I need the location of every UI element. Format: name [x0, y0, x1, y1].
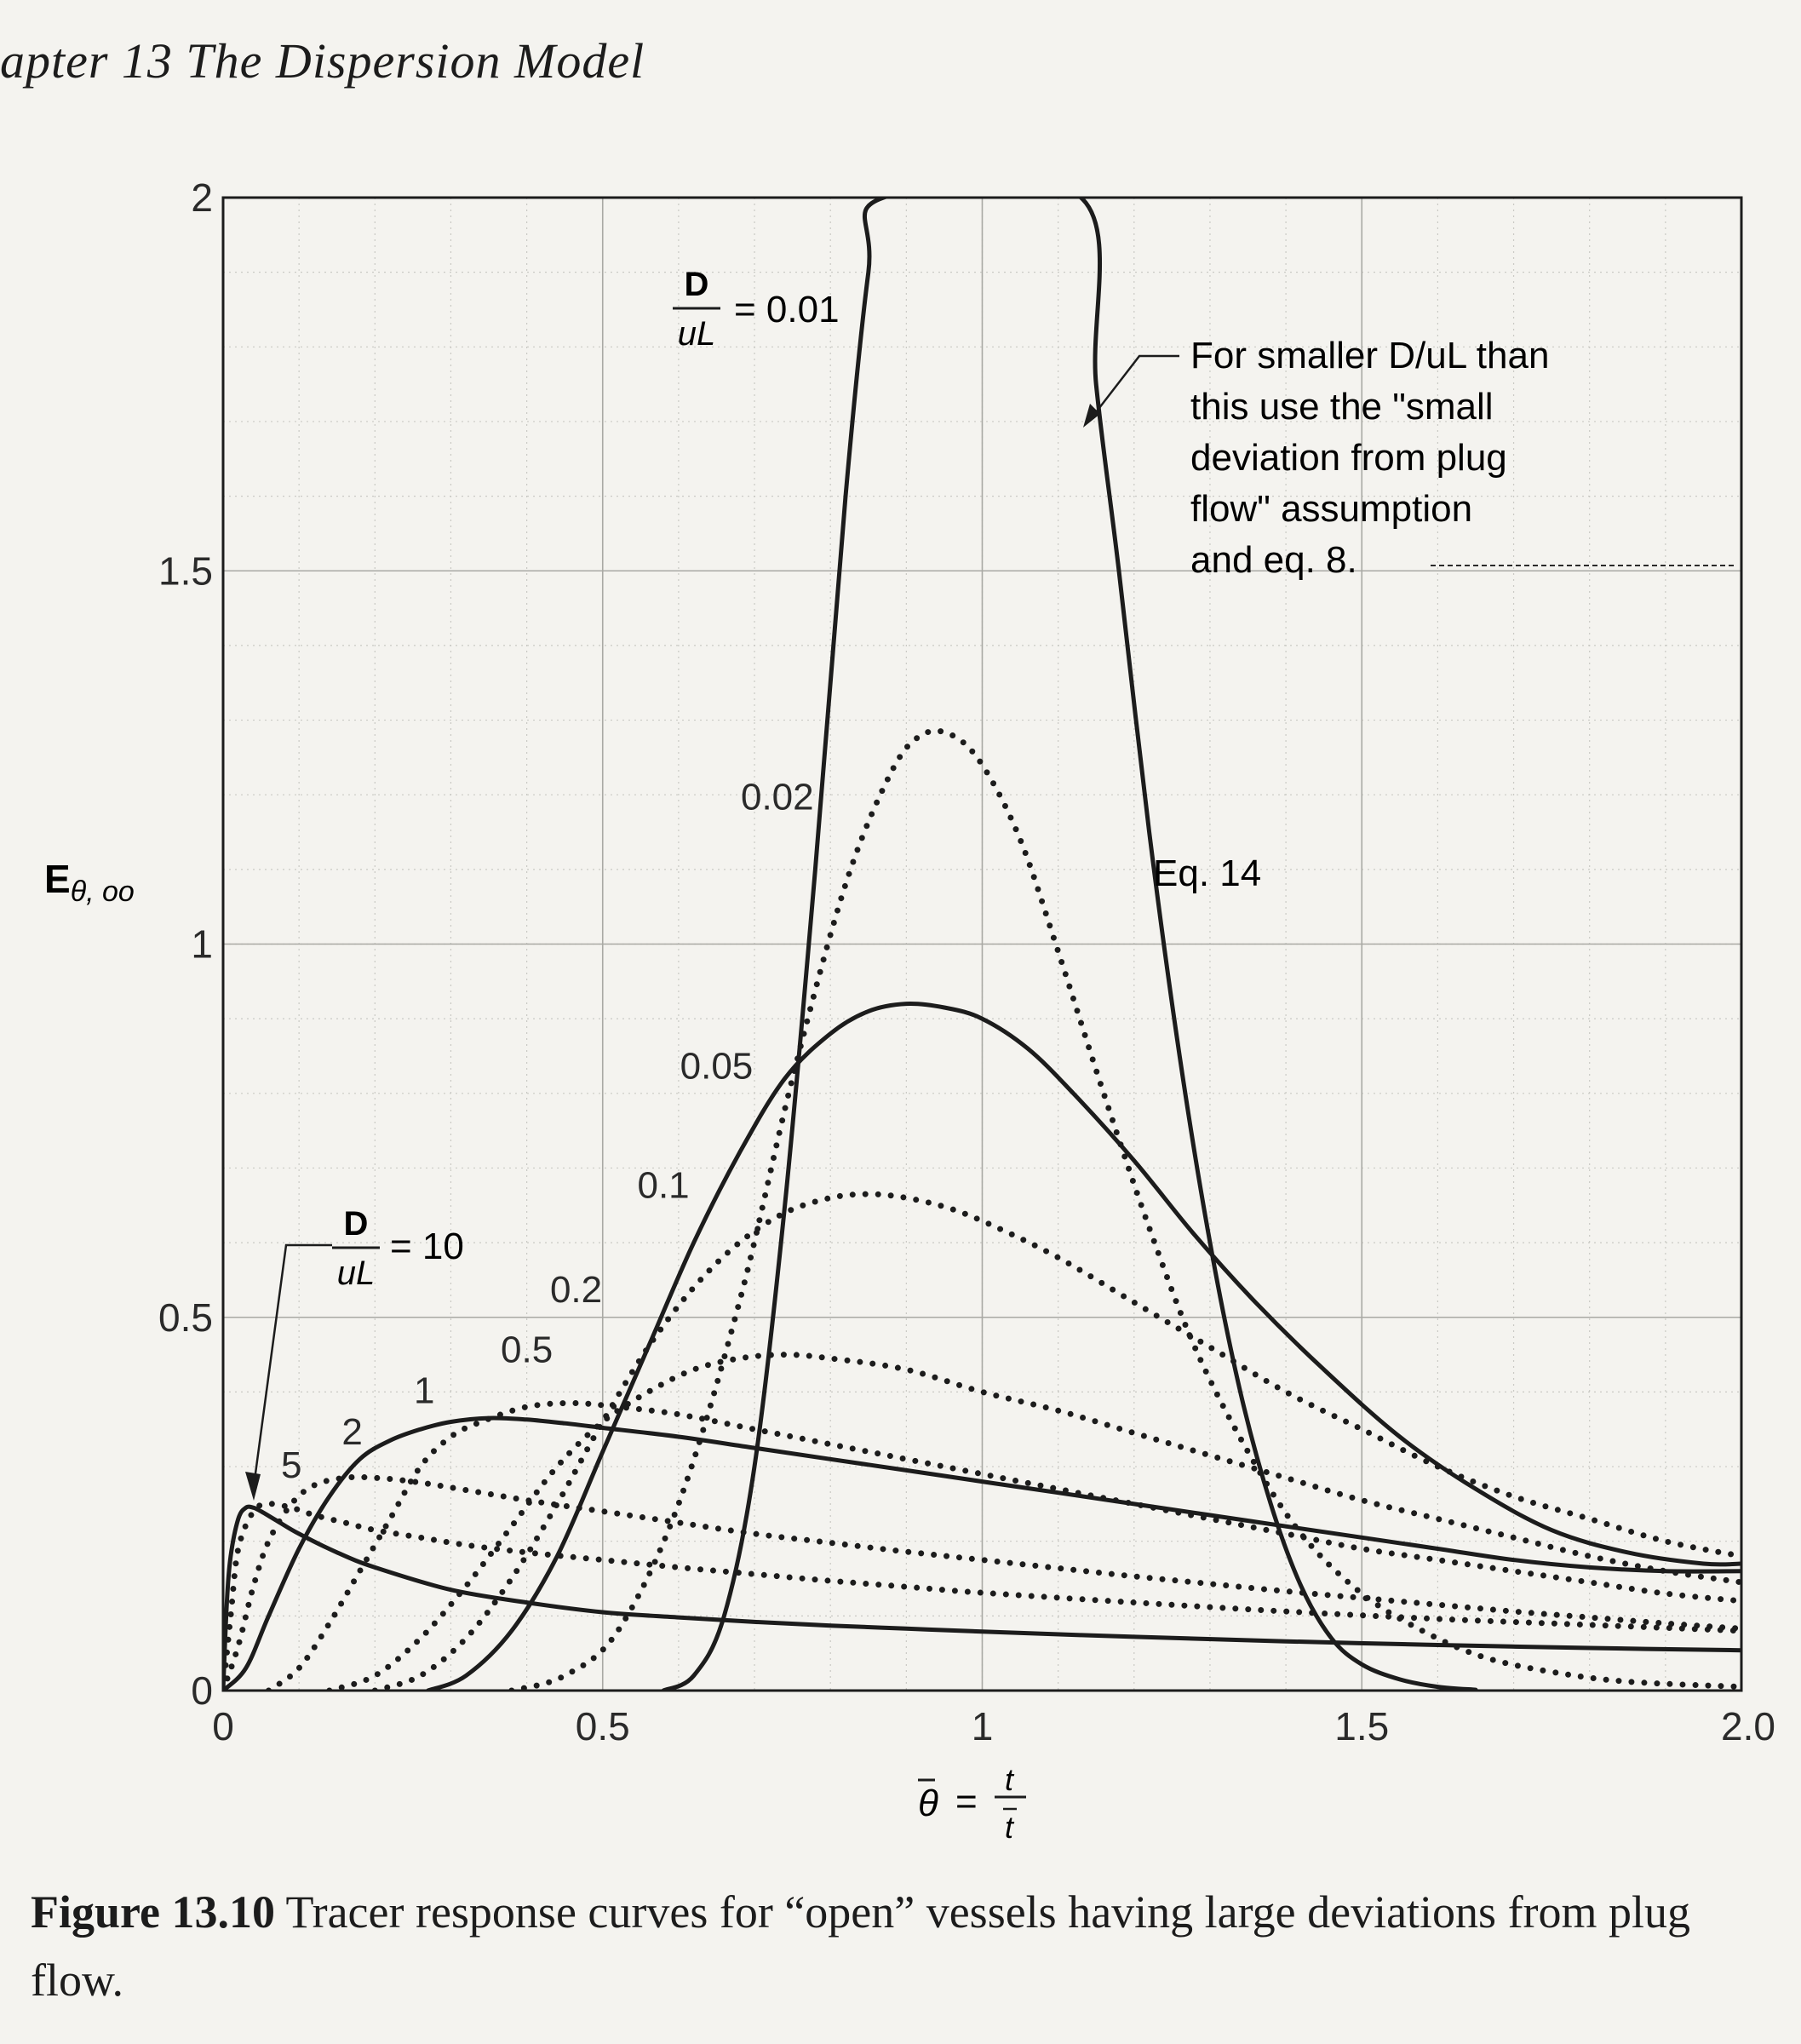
- series-label: 0.05: [680, 1045, 754, 1087]
- series-line-0.2: [326, 1352, 1741, 1691]
- annotation-d10-numerator: D: [344, 1205, 369, 1243]
- x-axis-label-equals: =: [955, 1781, 978, 1823]
- series-line-D-uL-10: [223, 1504, 1741, 1691]
- annotation-d10-arrowhead: [245, 1472, 261, 1501]
- annotation-note-arrowhead: [1083, 404, 1100, 428]
- y-axis-label: Eθ, oo: [44, 857, 135, 908]
- annotation-note-leader: [1093, 354, 1179, 416]
- annotation-d10-denominator: uL: [337, 1255, 376, 1292]
- series-label: 5: [281, 1444, 301, 1486]
- y-tick-label: 2: [191, 175, 213, 220]
- series-label: 2: [341, 1411, 362, 1453]
- y-tick-label: 0: [191, 1668, 213, 1713]
- annotation-d10-value: = 10: [390, 1226, 464, 1267]
- y-tick-label: 0.5: [158, 1295, 213, 1340]
- y-axis-label-main: E: [44, 857, 71, 901]
- annotation-note-line-1: For smaller D/uL than: [1190, 335, 1549, 376]
- series-label: 1: [414, 1370, 434, 1412]
- y-tick-label: 1: [191, 922, 213, 967]
- annotation-d001-denominator: uL: [678, 315, 716, 353]
- annotation-note-line-3: deviation from plug: [1190, 437, 1507, 479]
- annotation-d10: D uL = 10: [245, 1205, 464, 1501]
- x-tick-label: 0.5: [576, 1704, 630, 1748]
- series-label: 0.5: [501, 1329, 553, 1370]
- y-axis-label-sub: θ, oo: [71, 876, 135, 908]
- x-tick-label: 1.5: [1334, 1704, 1389, 1748]
- series-line-0.02: [508, 727, 1741, 1691]
- series-label: 0.2: [550, 1269, 602, 1311]
- chart: 0 0.5 1 1.5 2.0 0 0.5 1 1.5 2 0.02 0.05 0.1 0.2 0.5 1 2…: [44, 175, 1775, 1845]
- series-line-5: [223, 1501, 1741, 1691]
- series-label: 0.1: [637, 1165, 689, 1207]
- figure-caption: Figure 13.10 Tracer response curves for …: [31, 1878, 1785, 2014]
- x-axis-label-denominator: t: [1005, 1810, 1015, 1845]
- y-tick-label: 1.5: [158, 548, 213, 593]
- annotation-note: For smaller D/uL than this use the "smal…: [1083, 335, 1737, 581]
- annotation-note-line-2: this use the "small: [1190, 386, 1494, 428]
- x-axis-label-lhs: θ: [918, 1783, 938, 1824]
- x-axis-label: θ = t t: [918, 1762, 1026, 1845]
- x-tick-label: 1: [972, 1704, 994, 1748]
- annotation-d001: D uL = 0.01: [673, 266, 840, 353]
- series-line-1: [223, 1415, 1741, 1691]
- series-line-D-uL-0.01: [661, 198, 1478, 1691]
- x-axis-label-numerator: t: [1005, 1762, 1015, 1797]
- series-layer: [223, 198, 1741, 1691]
- annotation-d001-numerator: D: [685, 266, 709, 303]
- chart-grid: [223, 198, 1741, 1691]
- annotation-note-line-5: and eq. 8.: [1190, 539, 1357, 581]
- series-line-0.05: [426, 1001, 1741, 1691]
- annotation-note-line-4: flow" assumption: [1190, 488, 1472, 530]
- plot-frame: [221, 196, 1743, 1692]
- series-line-0.1: [371, 1191, 1741, 1691]
- series-line-0.5: [266, 1400, 1741, 1691]
- x-tick-label: 0: [212, 1704, 234, 1748]
- annotation-d10-leader: [252, 1243, 332, 1487]
- annotation-d001-value: = 0.01: [734, 289, 840, 330]
- plot-border: [221, 196, 1743, 1692]
- series-label: 0.02: [741, 777, 814, 818]
- figure-label: Figure 13.10: [31, 1886, 275, 1938]
- page-header: apter 13 The Dispersion Model: [0, 33, 645, 89]
- x-tick-label: 2.0: [1721, 1704, 1775, 1748]
- tick-labels: 0 0.5 1 1.5 2.0 0 0.5 1 1.5 2: [158, 175, 1775, 1748]
- figure-caption-text: Tracer response curves for “open” vessel…: [31, 1886, 1691, 2006]
- series-labels: 0.02 0.05 0.1 0.2 0.5 1 25: [281, 777, 814, 1486]
- annotation-eq14: Eq. 14: [1153, 853, 1261, 894]
